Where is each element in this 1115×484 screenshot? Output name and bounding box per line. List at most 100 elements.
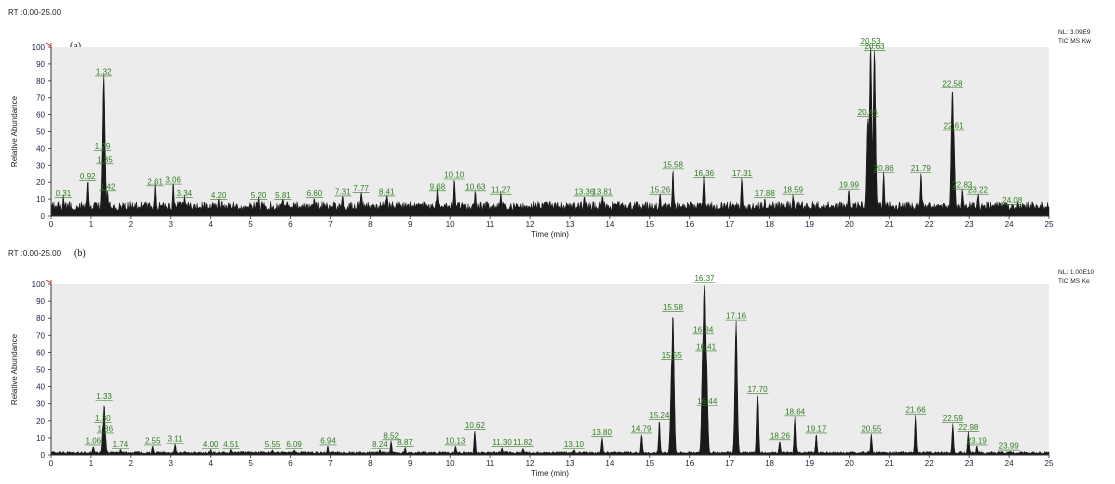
y-tick-label: 100 [32,43,46,52]
y-axis-title: Relative Abundance [10,333,19,405]
peak-label: 19.99 [839,181,860,190]
x-tick-label: 0 [49,220,54,229]
peak-label: 20.55 [861,424,882,433]
x-tick-label: 14 [605,220,614,229]
x-axis-title: Time (min) [531,230,569,239]
range-label: RT :0.00-25.00 [8,249,62,258]
x-tick-label: 2 [129,220,134,229]
y-tick-label: 30 [36,161,45,170]
peak-label: 1.36 [98,424,114,433]
peak-label: 13.36 [574,187,595,196]
peak-label: 11.27 [491,186,511,195]
x-tick-label: 7 [328,459,333,468]
y-tick-label: 60 [36,348,45,357]
peak-label: 6.60 [307,189,323,198]
trace-name: TIC MS Ke [1058,278,1090,285]
peak-label: 1.32 [96,67,112,76]
peak-label: 18.26 [770,431,791,440]
peak-label: 13.80 [592,428,613,437]
x-tick-label: 15 [645,220,654,229]
y-tick-label: 80 [36,77,45,86]
peak-label: 2.61 [147,177,163,186]
x-tick-label: 16 [685,459,694,468]
x-tick-label: 15 [645,459,654,468]
peak-label: 22.59 [943,414,964,423]
peak-label: 23.22 [968,186,989,195]
x-tick-label: 17 [725,220,734,229]
x-tick-label: 11 [486,459,495,468]
y-tick-label: 20 [36,417,45,426]
x-tick-label: 4 [208,220,213,229]
plot-area [51,284,1049,455]
x-tick-label: 3 [169,459,174,468]
plot-area [51,47,1049,216]
panel-label: (a) [70,41,82,52]
peak-label: 16.44 [697,397,718,406]
nl-info: NL: 1.00E10 TIC MS Ke [1058,268,1094,286]
peak-label: 18.59 [783,186,804,195]
peak-label: 3.11 [168,435,184,444]
x-tick-label: 7 [328,220,333,229]
range-label: RT :0.00-25.00 [8,8,62,17]
x-tick-label: 10 [446,220,455,229]
peak-label: 22.83 [952,181,973,190]
peak-label: 2.55 [145,436,161,445]
peak-label: 21.79 [911,164,932,173]
trace-name: TIC MS Kw [1058,38,1091,45]
nl-value: NL: 3.09E9 [1058,29,1091,36]
peak-label: 15.58 [663,160,684,169]
x-tick-label: 24 [1005,459,1014,468]
peak-label: 17.16 [726,312,747,321]
peak-label: 0.92 [80,172,96,181]
x-tick-label: 2 [129,459,134,468]
peak-label: 18.64 [785,407,806,416]
y-tick-label: 50 [36,128,45,137]
peak-label: 13.10 [564,440,585,449]
x-tick-label: 6 [288,459,293,468]
peak-label: 1.06 [86,436,102,445]
x-tick-label: 11 [486,220,495,229]
peak-label: 3.34 [177,189,193,198]
peak-label: 4.51 [223,440,239,449]
peak-label: 4.00 [203,440,219,449]
peak-label: 21.66 [906,406,927,415]
y-tick-label: 0 [41,451,46,460]
peak-label: 11.82 [513,438,533,447]
chart-b: 0 1 2 3 4 5 6 7 8 9 10 11 12 13 14 15 16 17 18 19 20 21 22 23 24… [10,274,1054,478]
x-tick-label: 18 [765,459,774,468]
x-tick-label: 24 [1005,220,1014,229]
peak-label: 15.58 [663,303,684,312]
x-tick-label: 23 [965,459,974,468]
peak-label: 20.63 [865,42,886,51]
peak-label: 23.99 [999,442,1020,451]
peak-label: 15.24 [649,411,670,420]
tic-trace [50,46,1050,217]
y-tick-label: 30 [36,400,45,409]
peak-label: 11.30 [492,438,512,447]
x-tick-label: 1 [89,220,94,229]
y-tick-label: 80 [36,314,45,323]
peak-label: 22.98 [958,423,979,432]
x-tick-label: 22 [925,459,934,468]
x-tick-label: 8 [368,220,373,229]
peak-label: 16.37 [694,274,715,283]
panel-label: (b) [74,248,86,259]
peak-label: 1.33 [96,392,112,401]
peak-label: 16.41 [696,342,717,351]
peak-label: 8.41 [379,187,395,196]
peak-label: 22.61 [944,122,965,131]
x-tick-label: 5 [248,220,253,229]
peak-label: 20.86 [874,164,895,173]
peak-label: 17.70 [748,385,769,394]
chromatogram-panel-a: RT :0.00-25.00 NL: 3.09E9 TIC MS Kw (a) … [8,8,1091,239]
x-tick-label: 9 [408,220,413,229]
peak-label: 8.52 [383,431,399,440]
x-tick-label: 10 [446,459,455,468]
peak-label: 24.08 [1002,196,1023,205]
axis-marker-icon [45,42,52,47]
x-tick-label: 21 [885,220,894,229]
nl-value: NL: 1.00E10 [1058,269,1095,276]
peak-label: 0.31 [56,189,72,198]
peak-label: 1.42 [100,182,116,191]
tic-trace [50,285,1050,456]
